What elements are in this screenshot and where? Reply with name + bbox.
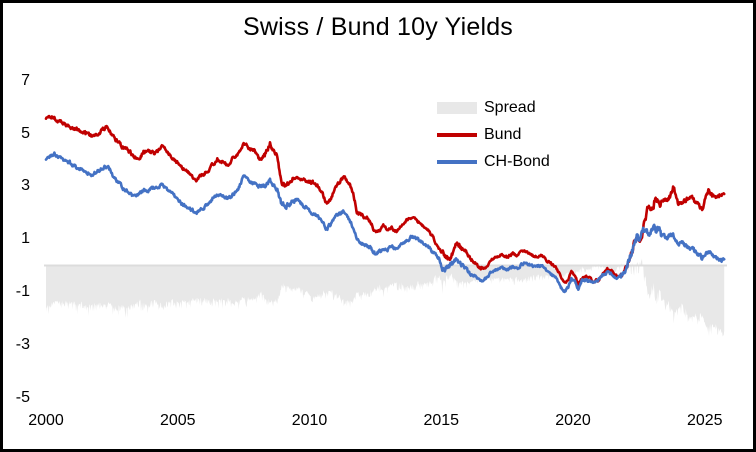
legend-label-chbond: CH-Bond [484, 152, 550, 170]
x-tick-label: 2010 [291, 412, 328, 429]
legend-label-spread: Spread [484, 98, 536, 116]
legend-item-bund: Bund [437, 121, 550, 148]
y-tick-label: -5 [15, 388, 30, 406]
legend: Spread Bund CH-Bond [437, 94, 550, 175]
bund-line-series [44, 114, 726, 287]
x-tick-label: 2015 [423, 412, 460, 429]
legend-label-bund: Bund [484, 125, 522, 143]
ch-bond-line-swatch [437, 159, 477, 164]
y-tick-label: 7 [21, 71, 30, 89]
x-tick-label: 2005 [159, 412, 196, 429]
bund-line-swatch [437, 132, 477, 137]
legend-item-chbond: CH-Bond [437, 148, 550, 175]
x-tick-label: 2020 [555, 412, 591, 429]
spread-area-series [46, 258, 725, 337]
legend-item-spread: Spread [437, 94, 550, 121]
spread-area-swatch [437, 101, 477, 114]
y-tick-label: 3 [21, 177, 30, 195]
y-tick-label: -1 [15, 282, 30, 300]
y-tick-label: 5 [21, 124, 30, 142]
chart-title: Swiss / Bund 10y Yields [242, 13, 514, 41]
ch-bond-line-series [44, 151, 726, 294]
chart-canvas [44, 114, 727, 337]
y-tick-label: -3 [15, 335, 30, 353]
x-tick-label: 2000 [28, 412, 64, 429]
x-tick-label: 2025 [686, 412, 723, 429]
y-tick-label: 1 [21, 230, 30, 248]
